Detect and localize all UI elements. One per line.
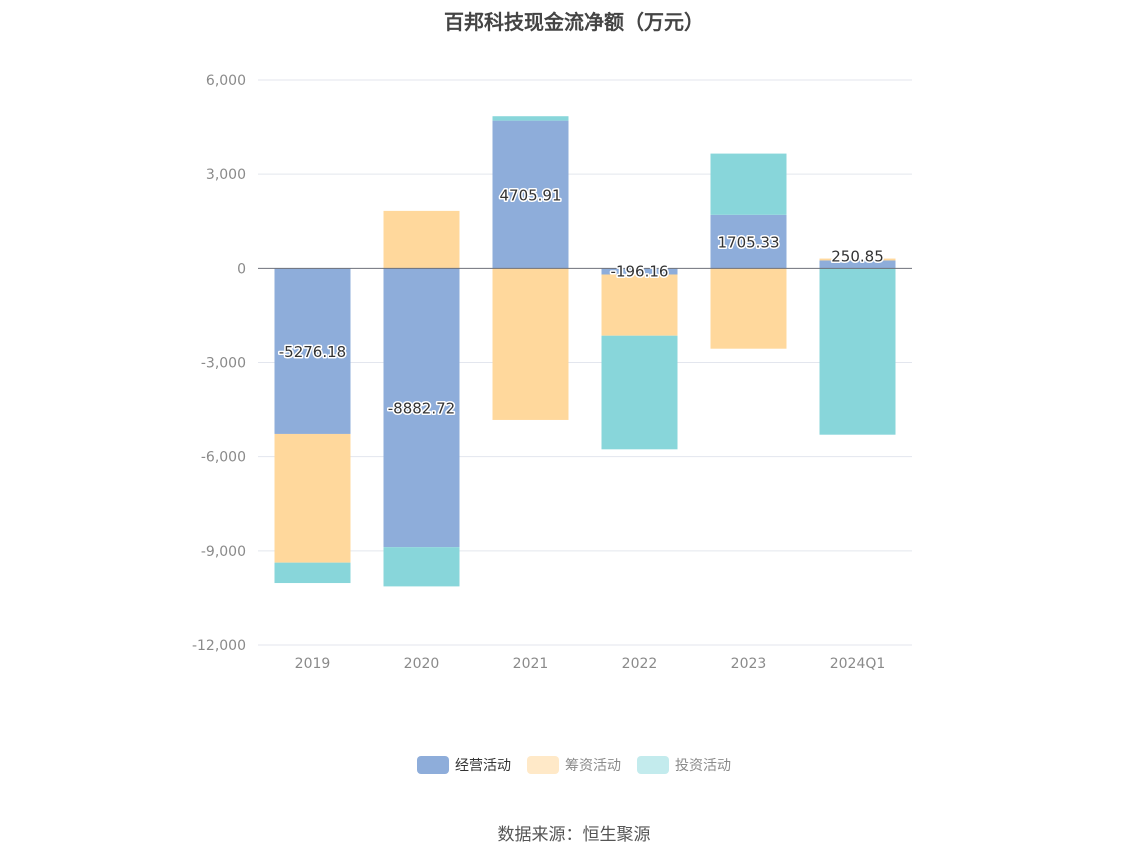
bars (274, 116, 896, 587)
bar-segment[interactable] (710, 268, 787, 349)
legend-item-investing[interactable]: 投资活动 (637, 755, 731, 775)
legend-label-financing: 筹资活动 (565, 758, 621, 774)
x-tick-label: 2021 (513, 656, 549, 672)
legend-swatch-investing (637, 756, 669, 774)
data-labels: -5276.18 -8882.72 4705.91 -196.16 1705.33 250… (277, 185, 885, 419)
bar-segment[interactable] (819, 260, 896, 269)
data-label: 1705.33 (717, 234, 779, 252)
data-label: -196.16 (611, 262, 669, 280)
bar-segment[interactable] (492, 120, 569, 269)
bar-segment[interactable] (274, 562, 351, 584)
y-tick-label: 0 (237, 261, 246, 277)
x-axis-ticks: 2019 2020 2021 2022 2023 2024Q1 (258, 644, 912, 672)
bar-segment[interactable] (601, 335, 678, 450)
bar-segment[interactable] (383, 547, 460, 587)
bar-segment[interactable] (492, 268, 569, 420)
legend-label-investing: 投资活动 (675, 758, 731, 774)
data-label: 250.85 (831, 247, 884, 265)
bar-segment[interactable] (492, 116, 569, 121)
chart-title: 百邦科技现金流净额（万元） (444, 10, 704, 34)
bar-segment[interactable] (601, 268, 678, 275)
x-tick-label: 2019 (295, 656, 331, 672)
legend-swatch-operating (417, 756, 449, 774)
bar-segment[interactable] (383, 210, 460, 269)
bar-segment[interactable] (819, 268, 896, 435)
grid-lines (258, 79, 912, 646)
legend: 经营活动 筹资活动 投资活动 (0, 755, 1148, 775)
bar-segment[interactable] (819, 258, 896, 261)
y-tick-label: 6,000 (206, 73, 246, 89)
x-tick-label: 2024Q1 (830, 656, 886, 672)
x-tick-label: 2023 (731, 656, 767, 672)
bar-segment[interactable] (710, 153, 787, 215)
legend-item-operating[interactable]: 经营活动 (417, 755, 511, 775)
data-source: 数据来源：恒生聚源 (497, 825, 651, 845)
bar-segment[interactable] (710, 214, 787, 269)
data-label: -5276.18 (279, 343, 346, 361)
bar-segment[interactable] (383, 268, 460, 548)
data-label: 4705.91 (499, 186, 561, 204)
y-axis-ticks: 6,000 3,000 0 -3,000 -6,000 -9,000 -12,000 (192, 73, 246, 654)
y-tick-label: -12,000 (192, 638, 246, 654)
legend-item-financing[interactable]: 筹资活动 (527, 755, 621, 775)
data-label: -8882.72 (388, 400, 455, 418)
bar-segment[interactable] (601, 274, 678, 336)
y-tick-label: -6,000 (201, 450, 246, 466)
legend-label-operating: 经营活动 (455, 758, 511, 774)
bar-segment[interactable] (274, 268, 351, 434)
bar-segment[interactable] (274, 433, 351, 563)
y-tick-label: -3,000 (201, 356, 246, 372)
y-tick-label: 3,000 (206, 167, 246, 183)
x-tick-label: 2020 (404, 656, 440, 672)
y-tick-label: -9,000 (201, 544, 246, 560)
x-tick-label: 2022 (622, 656, 658, 672)
legend-swatch-financing (527, 756, 559, 774)
